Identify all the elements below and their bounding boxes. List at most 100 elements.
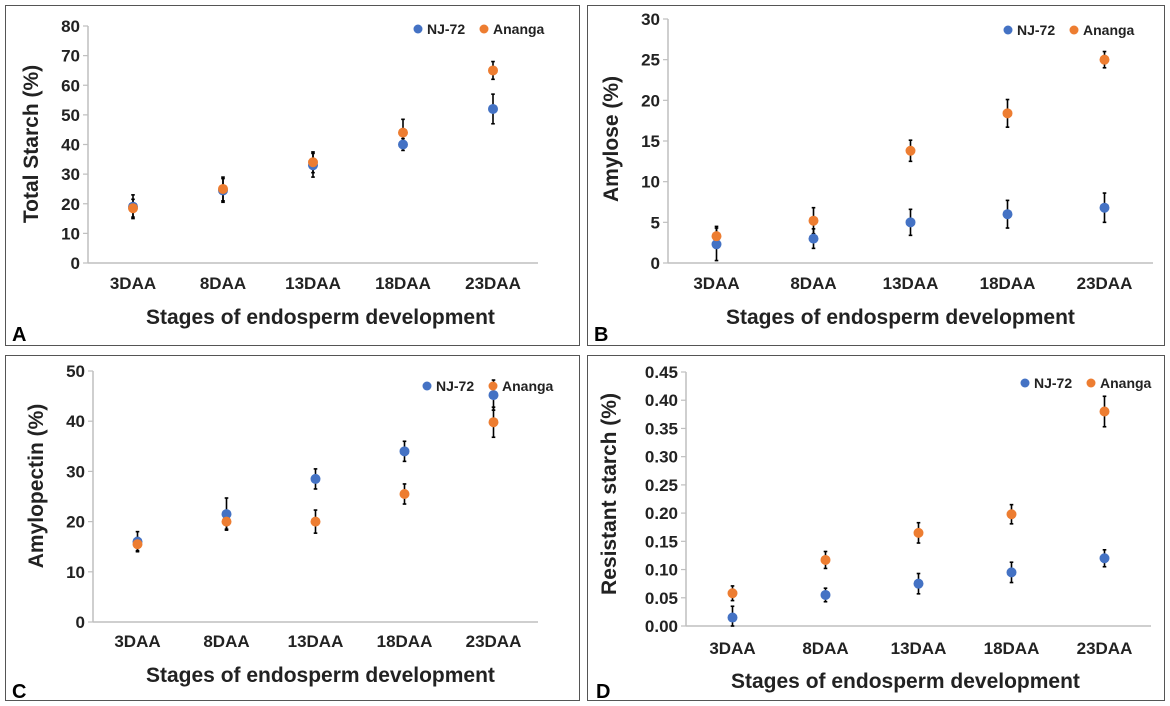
legend-marker xyxy=(413,24,423,34)
legend-marker xyxy=(422,381,432,391)
legend-label: NJ-72 xyxy=(1034,375,1072,391)
y-tick-label: 0.10 xyxy=(645,561,678,580)
x-tick-label: 3DAA xyxy=(114,632,160,651)
data-point-nj72 xyxy=(913,578,924,589)
data-point-nj72 xyxy=(399,446,410,457)
legend-marker xyxy=(1069,25,1079,35)
y-tick-label: 15 xyxy=(641,132,660,151)
y-tick-label: 0.35 xyxy=(645,419,678,438)
y-tick-label: 0.25 xyxy=(645,476,678,495)
y-tick-label: 30 xyxy=(66,462,85,481)
x-tick-label: 8DAA xyxy=(790,274,836,293)
y-tick-label: 0.00 xyxy=(645,617,678,636)
x-tick-label: 13DAA xyxy=(288,632,344,651)
y-tick-label: 20 xyxy=(61,195,80,214)
y-tick-label: 0.20 xyxy=(645,504,678,523)
y-tick-label: 25 xyxy=(641,51,660,70)
legend-label: NJ-72 xyxy=(1017,22,1055,38)
x-tick-label: 23DAA xyxy=(466,632,522,651)
legend-marker xyxy=(1086,378,1096,388)
data-point-nj72 xyxy=(310,473,321,484)
y-tick-label: 50 xyxy=(66,362,85,381)
data-point-ananga xyxy=(913,527,924,538)
chart-c-plot: 0 10 20 30 40 50 3DAA 8DAA 13DAA 18DAA 23DAA Amylop… xyxy=(25,362,554,651)
chart-a-plot: 0 10 20 30 40 50 60 70 80 3DAA 8DAA 13DAA 18DAA 23DAA… xyxy=(20,17,545,293)
y-axis-label: Resistant starch (%) xyxy=(598,393,621,595)
y-tick-label: 0 xyxy=(71,254,80,273)
x-tick-label: 13DAA xyxy=(285,274,341,293)
y-tick-label: 20 xyxy=(66,513,85,532)
y-axis-label: Amylose (%) xyxy=(600,76,623,202)
x-tick-label: 18DAA xyxy=(377,632,433,651)
panel-label: D xyxy=(596,681,611,703)
legend-label: Ananga xyxy=(1100,375,1152,391)
y-tick-label: 80 xyxy=(61,17,80,36)
data-point-ananga xyxy=(727,588,738,599)
data-point-nj72 xyxy=(711,239,722,250)
data-point-ananga xyxy=(1099,406,1110,417)
data-point-ananga xyxy=(399,488,410,499)
data-point-nj72 xyxy=(1002,209,1013,220)
chart-panel-b: 0 5 10 15 20 25 30 3DAA 8DAA 13DAA 18DAA 23DAA Amylo… xyxy=(587,5,1165,346)
data-point-ananga xyxy=(1002,108,1013,119)
chart-b-plot: 0 5 10 15 20 25 30 3DAA 8DAA 13DAA 18DAA 23DAA Amylo… xyxy=(600,10,1153,293)
x-tick-label: 23DAA xyxy=(1077,274,1133,293)
data-point-ananga xyxy=(905,145,916,156)
y-tick-label: 40 xyxy=(66,412,85,431)
y-tick-label: 10 xyxy=(66,563,85,582)
x-tick-label: 13DAA xyxy=(891,639,947,658)
chart-panel-c: 0 10 20 30 40 50 3DAA 8DAA 13DAA 18DAA 23DAA Amylop… xyxy=(5,355,580,703)
legend-label: Ananga xyxy=(502,378,554,394)
data-point-ananga xyxy=(308,157,318,168)
chart-panel-d: 0.00 0.05 0.10 0.15 0.20 0.25 0.30 0.35 0.40 0.45… xyxy=(587,355,1165,703)
legend-marker xyxy=(1003,25,1013,35)
x-tick-label: 3DAA xyxy=(110,274,156,293)
legend-marker xyxy=(1020,378,1030,388)
x-tick-label: 8DAA xyxy=(200,274,246,293)
y-tick-label: 10 xyxy=(641,173,660,192)
data-point-nj72 xyxy=(398,139,408,150)
y-tick-label: 50 xyxy=(61,106,80,125)
data-point-nj72 xyxy=(905,217,916,228)
y-tick-label: 0 xyxy=(76,613,85,632)
data-point-nj72 xyxy=(488,103,498,114)
data-point-nj72 xyxy=(727,612,738,623)
x-tick-label: 18DAA xyxy=(980,274,1036,293)
y-tick-label: 30 xyxy=(641,10,660,29)
y-tick-label: 40 xyxy=(61,136,80,155)
y-tick-label: 0.15 xyxy=(645,532,678,551)
x-tick-label: 23DAA xyxy=(1077,639,1133,658)
data-point-ananga xyxy=(398,127,408,138)
data-point-nj72 xyxy=(1099,202,1110,213)
data-point-nj72 xyxy=(221,509,232,520)
y-tick-label: 0.40 xyxy=(645,391,678,410)
data-point-nj72 xyxy=(1006,567,1017,578)
data-point-ananga xyxy=(820,554,831,565)
y-tick-label: 0 xyxy=(651,254,660,273)
x-tick-label: 18DAA xyxy=(984,639,1040,658)
legend-label: Ananga xyxy=(1083,22,1135,38)
y-tick-label: 20 xyxy=(641,91,660,110)
legend-marker xyxy=(479,24,489,34)
y-tick-label: 0.45 xyxy=(645,363,678,382)
x-tick-label: 8DAA xyxy=(203,632,249,651)
x-tick-label: 8DAA xyxy=(802,639,848,658)
legend-marker xyxy=(488,381,498,391)
legend-label: NJ-72 xyxy=(436,378,474,394)
data-point-ananga xyxy=(808,215,819,226)
x-axis-label: Stages of endosperm development xyxy=(146,664,495,687)
y-tick-label: 30 xyxy=(61,165,80,184)
y-tick-label: 10 xyxy=(61,224,80,243)
panel-label: A xyxy=(12,324,27,346)
data-point-nj72 xyxy=(488,390,499,401)
panel-label: B xyxy=(594,324,609,346)
panel-label: C xyxy=(12,681,27,703)
x-axis-label: Stages of endosperm development xyxy=(726,306,1075,329)
y-axis-label: Amylopectin (%) xyxy=(25,404,48,569)
y-tick-label: 0.05 xyxy=(645,589,678,608)
x-tick-label: 18DAA xyxy=(375,274,431,293)
chart-panel-a: 0 10 20 30 40 50 60 70 80 3DAA 8DAA 13DAA 18DAA 23DAA… xyxy=(5,5,580,346)
data-point-nj72 xyxy=(820,589,831,600)
data-point-ananga xyxy=(128,203,138,214)
chart-d-plot: 0.00 0.05 0.10 0.15 0.20 0.25 0.30 0.35 0.40 0.45… xyxy=(598,363,1152,658)
